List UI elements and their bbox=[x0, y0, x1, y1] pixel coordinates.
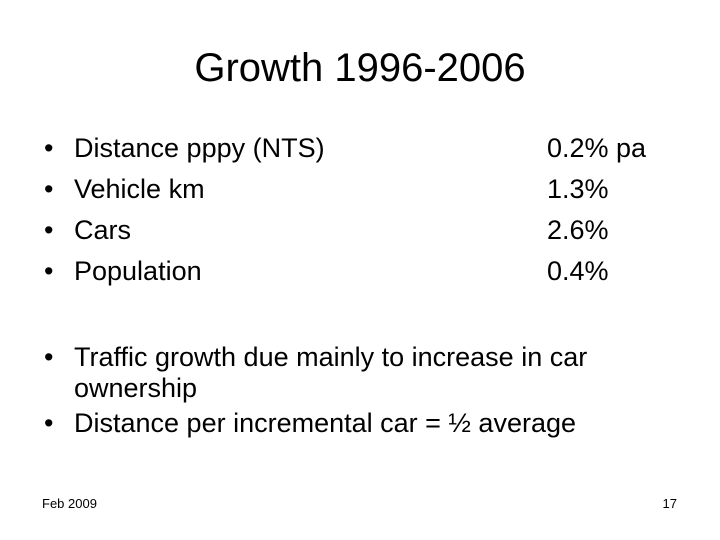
footer-date: Feb 2009 bbox=[42, 496, 97, 511]
stat-label: Distance pppy (NTS) bbox=[74, 133, 325, 163]
bullet-icon: • bbox=[44, 215, 54, 245]
bullet-icon: • bbox=[44, 342, 54, 372]
stat-label: Population bbox=[74, 256, 202, 286]
stat-value: 2.6% bbox=[547, 215, 609, 245]
stat-value: 0.2% pa bbox=[547, 133, 647, 163]
note-item: • Distance per incremental car = ½ avera… bbox=[44, 408, 684, 439]
stat-row-distance: • Distance pppy (NTS) 0.2% pa bbox=[44, 128, 684, 169]
slide-title: Growth 1996-2006 bbox=[194, 46, 526, 90]
bullet-icon: • bbox=[44, 256, 54, 286]
stat-row-population: • Population 0.4% bbox=[44, 251, 684, 292]
stat-value: 0.4% bbox=[547, 256, 609, 286]
stat-row-cars: • Cars 2.6% bbox=[44, 210, 684, 251]
stat-label: Vehicle km bbox=[74, 174, 205, 204]
bullet-icon: • bbox=[44, 408, 54, 438]
bullet-icon: • bbox=[44, 133, 54, 163]
note-item: • Traffic growth due mainly to increase … bbox=[44, 342, 684, 404]
bullet-icon: • bbox=[44, 174, 54, 204]
stat-row-vehicle-km: • Vehicle km 1.3% bbox=[44, 169, 684, 210]
notes-list: • Traffic growth due mainly to increase … bbox=[44, 342, 684, 443]
growth-stats-list: • Distance pppy (NTS) 0.2% pa • Vehicle … bbox=[44, 128, 684, 292]
stat-value: 1.3% bbox=[547, 174, 609, 204]
stat-label: Cars bbox=[74, 215, 132, 245]
page-number: 17 bbox=[662, 496, 677, 511]
note-text: Traffic growth due mainly to increase in… bbox=[74, 342, 588, 403]
note-text: Distance per incremental car = ½ average bbox=[74, 408, 577, 438]
